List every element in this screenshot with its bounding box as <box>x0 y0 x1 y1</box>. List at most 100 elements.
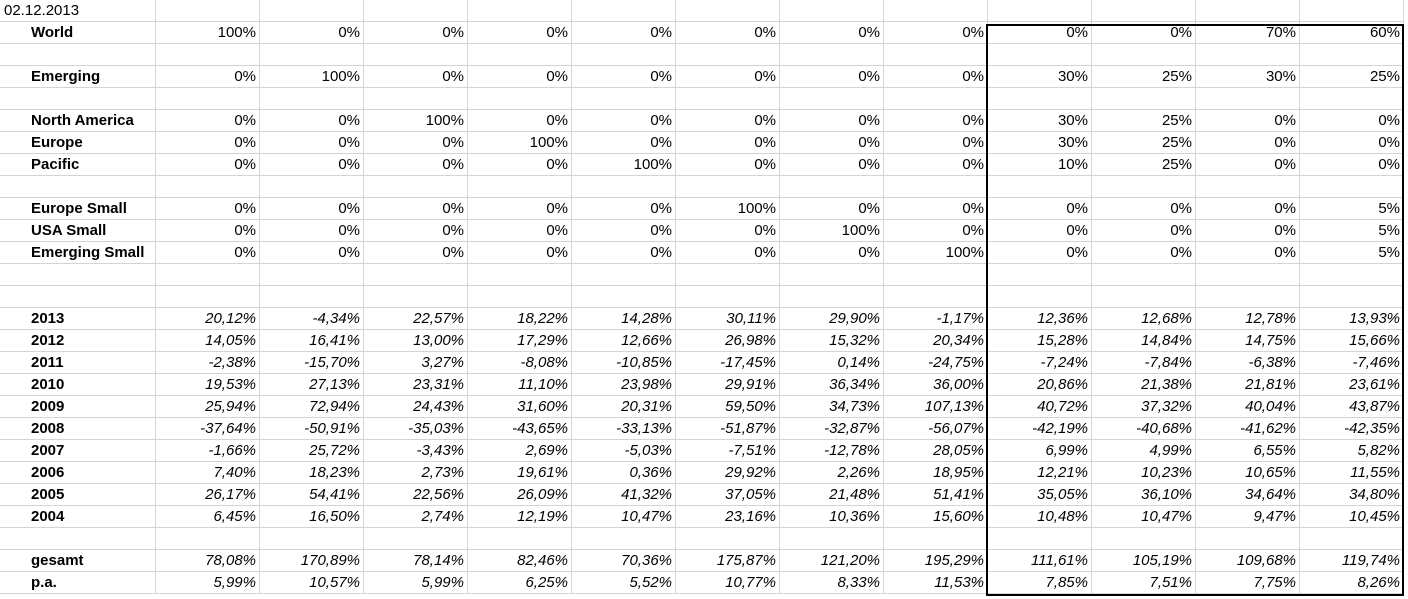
value-cell[interactable]: 121,20% <box>780 550 884 572</box>
value-cell[interactable]: 0% <box>572 132 676 154</box>
value-cell[interactable]: 100% <box>780 220 884 242</box>
value-cell[interactable]: 78,08% <box>156 550 260 572</box>
value-cell[interactable]: -42,19% <box>988 418 1092 440</box>
value-cell[interactable]: 0% <box>156 66 260 88</box>
value-cell[interactable]: 0% <box>260 242 364 264</box>
value-cell[interactable]: 7,51% <box>1092 572 1196 594</box>
row-label[interactable]: Europe <box>0 132 156 154</box>
empty-cell[interactable] <box>676 528 780 550</box>
empty-cell[interactable] <box>364 44 468 66</box>
value-cell[interactable]: 2,69% <box>468 440 572 462</box>
value-cell[interactable]: 4,99% <box>1092 440 1196 462</box>
value-cell[interactable]: 36,10% <box>1092 484 1196 506</box>
value-cell[interactable]: 35,05% <box>988 484 1092 506</box>
row-label[interactable]: 2009 <box>0 396 156 418</box>
value-cell[interactable]: 14,05% <box>156 330 260 352</box>
row-label[interactable]: 2005 <box>0 484 156 506</box>
empty-cell[interactable] <box>988 88 1092 110</box>
value-cell[interactable]: 0% <box>988 242 1092 264</box>
value-cell[interactable]: 25% <box>1092 132 1196 154</box>
value-cell[interactable]: 26,09% <box>468 484 572 506</box>
row-label[interactable]: 2013 <box>0 308 156 330</box>
value-cell[interactable]: 7,40% <box>156 462 260 484</box>
value-cell[interactable]: 12,19% <box>468 506 572 528</box>
empty-cell[interactable] <box>156 286 260 308</box>
empty-cell[interactable] <box>364 176 468 198</box>
value-cell[interactable]: 12,66% <box>572 330 676 352</box>
value-cell[interactable]: 0% <box>468 66 572 88</box>
row-label[interactable]: 2008 <box>0 418 156 440</box>
value-cell[interactable]: 0% <box>884 22 988 44</box>
value-cell[interactable]: 0% <box>1300 110 1404 132</box>
empty-cell[interactable] <box>468 0 572 22</box>
value-cell[interactable]: 0% <box>1300 154 1404 176</box>
value-cell[interactable]: 29,90% <box>780 308 884 330</box>
date-cell[interactable]: 02.12.2013 <box>0 0 156 22</box>
value-cell[interactable]: 0% <box>676 242 780 264</box>
empty-cell[interactable] <box>260 286 364 308</box>
value-cell[interactable]: -2,38% <box>156 352 260 374</box>
value-cell[interactable]: -15,70% <box>260 352 364 374</box>
value-cell[interactable]: -1,66% <box>156 440 260 462</box>
empty-cell[interactable] <box>1300 44 1404 66</box>
value-cell[interactable]: 5% <box>1300 242 1404 264</box>
value-cell[interactable]: 100% <box>884 242 988 264</box>
value-cell[interactable]: 100% <box>260 66 364 88</box>
value-cell[interactable]: 11,55% <box>1300 462 1404 484</box>
value-cell[interactable]: 0% <box>780 154 884 176</box>
value-cell[interactable]: 10,57% <box>260 572 364 594</box>
value-cell[interactable]: 0% <box>780 242 884 264</box>
value-cell[interactable]: 0% <box>780 198 884 220</box>
value-cell[interactable]: 14,75% <box>1196 330 1300 352</box>
empty-cell[interactable] <box>468 286 572 308</box>
value-cell[interactable]: 0% <box>468 220 572 242</box>
value-cell[interactable]: -7,24% <box>988 352 1092 374</box>
value-cell[interactable]: 14,28% <box>572 308 676 330</box>
value-cell[interactable]: 10,36% <box>780 506 884 528</box>
value-cell[interactable]: -4,34% <box>260 308 364 330</box>
value-cell[interactable]: 51,41% <box>884 484 988 506</box>
value-cell[interactable]: 59,50% <box>676 396 780 418</box>
value-cell[interactable]: 0% <box>780 132 884 154</box>
value-cell[interactable]: -43,65% <box>468 418 572 440</box>
row-label[interactable]: North America <box>0 110 156 132</box>
value-cell[interactable]: 27,13% <box>260 374 364 396</box>
empty-cell[interactable] <box>884 264 988 286</box>
value-cell[interactable]: 0% <box>676 66 780 88</box>
value-cell[interactable]: 0% <box>1196 198 1300 220</box>
empty-cell[interactable] <box>572 286 676 308</box>
empty-cell[interactable] <box>260 176 364 198</box>
empty-cell[interactable] <box>780 528 884 550</box>
value-cell[interactable]: 12,78% <box>1196 308 1300 330</box>
value-cell[interactable]: 2,73% <box>364 462 468 484</box>
value-cell[interactable]: 25% <box>1092 110 1196 132</box>
value-cell[interactable]: 29,92% <box>676 462 780 484</box>
value-cell[interactable]: 37,05% <box>676 484 780 506</box>
empty-cell[interactable] <box>260 528 364 550</box>
value-cell[interactable]: 5,99% <box>156 572 260 594</box>
empty-cell[interactable] <box>1300 176 1404 198</box>
value-cell[interactable]: 17,29% <box>468 330 572 352</box>
value-cell[interactable]: -32,87% <box>780 418 884 440</box>
value-cell[interactable]: 5% <box>1300 220 1404 242</box>
value-cell[interactable]: 0% <box>676 220 780 242</box>
empty-cell[interactable] <box>0 286 156 308</box>
value-cell[interactable]: 30% <box>988 110 1092 132</box>
value-cell[interactable]: 21,48% <box>780 484 884 506</box>
value-cell[interactable]: 24,43% <box>364 396 468 418</box>
value-cell[interactable]: 15,60% <box>884 506 988 528</box>
value-cell[interactable]: 40,04% <box>1196 396 1300 418</box>
empty-cell[interactable] <box>260 44 364 66</box>
value-cell[interactable]: 0% <box>156 132 260 154</box>
empty-cell[interactable] <box>780 176 884 198</box>
value-cell[interactable]: 70% <box>1196 22 1300 44</box>
value-cell[interactable]: -1,17% <box>884 308 988 330</box>
empty-cell[interactable] <box>884 44 988 66</box>
value-cell[interactable]: -50,91% <box>260 418 364 440</box>
value-cell[interactable]: 100% <box>364 110 468 132</box>
value-cell[interactable]: 12,36% <box>988 308 1092 330</box>
value-cell[interactable]: 0% <box>1092 22 1196 44</box>
value-cell[interactable]: 170,89% <box>260 550 364 572</box>
value-cell[interactable]: 26,17% <box>156 484 260 506</box>
value-cell[interactable]: 7,85% <box>988 572 1092 594</box>
